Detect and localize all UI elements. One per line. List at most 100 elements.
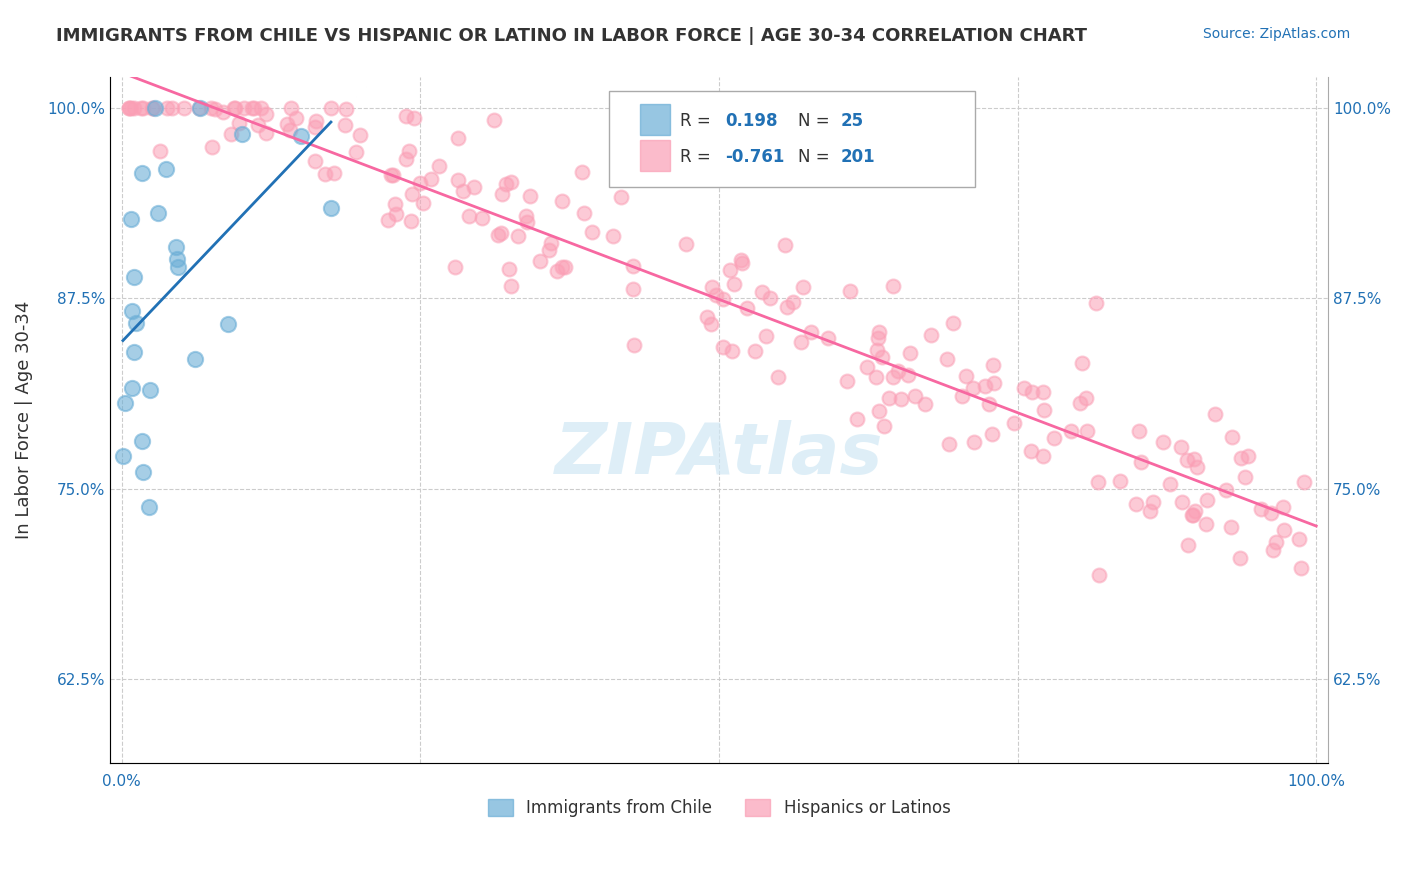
Point [1229, 451, 1251, 466]
Point [1069, 396, 1091, 410]
Point [744, 344, 766, 359]
Point [1085, 296, 1108, 310]
Point [384, 196, 406, 211]
Point [1139, 503, 1161, 517]
Point [1187, 459, 1209, 474]
Point [412, 195, 434, 210]
Point [149, 144, 172, 158]
Point [1142, 495, 1164, 509]
Point [751, 285, 773, 299]
Point [936, 351, 959, 366]
Point [942, 316, 965, 330]
Point [855, 359, 877, 374]
Point [138, 500, 160, 514]
Point [222, 101, 245, 115]
Text: -0.761: -0.761 [725, 148, 785, 166]
Point [983, 376, 1005, 390]
Point [486, 227, 509, 242]
Point [231, 128, 253, 142]
Point [254, 107, 277, 121]
Text: R =: R = [681, 148, 710, 166]
Point [1076, 391, 1098, 405]
Text: 0.198: 0.198 [725, 112, 778, 130]
Point [305, 113, 328, 128]
Point [1294, 475, 1316, 489]
Point [1288, 533, 1310, 547]
Point [550, 260, 572, 274]
Point [138, 383, 160, 397]
Point [551, 194, 574, 208]
Point [839, 284, 862, 298]
Point [882, 279, 904, 293]
Point [463, 180, 485, 194]
Point [447, 131, 470, 145]
Point [546, 263, 568, 277]
Point [700, 280, 723, 294]
Point [1195, 493, 1218, 508]
Point [955, 369, 977, 384]
Point [1032, 450, 1054, 464]
Point [118, 101, 141, 115]
Bar [640, 140, 671, 170]
Point [499, 279, 522, 293]
Point [419, 172, 441, 186]
Point [228, 116, 250, 130]
Point [1234, 469, 1257, 483]
Point [775, 238, 797, 252]
Point [721, 344, 744, 359]
Point [790, 335, 813, 350]
Point [118, 101, 141, 115]
Point [280, 101, 302, 115]
Point [335, 102, 357, 116]
Point [890, 392, 912, 406]
Point [1265, 535, 1288, 549]
Text: 25: 25 [841, 112, 863, 130]
Text: Source: ZipAtlas.com: Source: ZipAtlas.com [1202, 27, 1350, 41]
Point [1087, 475, 1109, 489]
Point [380, 168, 402, 182]
Point [1033, 402, 1056, 417]
Point [610, 190, 633, 204]
Point [537, 244, 560, 258]
Point [1032, 385, 1054, 400]
Point [1195, 517, 1218, 532]
Point [398, 145, 420, 159]
Point [120, 101, 142, 115]
FancyBboxPatch shape [609, 91, 974, 187]
Point [873, 419, 896, 434]
Point [1177, 453, 1199, 467]
Text: ZIPAtlas: ZIPAtlas [555, 420, 883, 489]
Point [145, 101, 167, 115]
Point [938, 437, 960, 451]
Point [471, 211, 494, 225]
Point [427, 159, 450, 173]
Point [1159, 477, 1181, 491]
Point [868, 403, 890, 417]
Text: N =: N = [799, 112, 830, 130]
Point [1220, 430, 1243, 444]
Point [792, 280, 814, 294]
Point [759, 291, 782, 305]
Point [872, 350, 894, 364]
Point [1002, 416, 1025, 430]
Point [1184, 504, 1206, 518]
Point [444, 260, 467, 274]
Point [401, 186, 423, 201]
Point [882, 369, 904, 384]
Point [217, 317, 239, 331]
Point [131, 101, 153, 115]
Point [254, 126, 277, 140]
Point [1019, 443, 1042, 458]
Point [111, 449, 134, 463]
Point [314, 168, 336, 182]
Point [349, 128, 371, 142]
Point [1021, 384, 1043, 399]
Point [1250, 502, 1272, 516]
Point [121, 381, 143, 395]
Point [1181, 508, 1204, 523]
Point [498, 261, 520, 276]
Point [519, 189, 541, 203]
Point [711, 293, 734, 307]
Point [395, 110, 418, 124]
Point [447, 173, 470, 187]
